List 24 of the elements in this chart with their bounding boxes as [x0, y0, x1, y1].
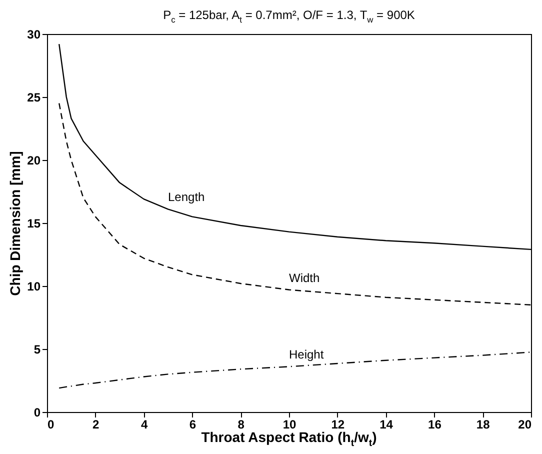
- x-tick-label: 16: [428, 418, 442, 432]
- x-axis-title: Throat Aspect Ratio (h$_{t}$/w$_{t}$): [201, 429, 377, 449]
- series-label: Width: [289, 270, 320, 285]
- y-tick-label: 10: [27, 280, 41, 294]
- chart-title: P$_{c}$ = 125bar, A$_{t}$ = 0.7mm², O/F = 1.3, T$_{w}$ = 900K: [162, 8, 416, 24]
- y-tick-label: 20: [27, 154, 41, 168]
- x-tick-label: 0: [48, 418, 54, 432]
- series-label: Length: [168, 190, 205, 204]
- x-tick-label: 18: [476, 418, 490, 432]
- x-tick-label: 20: [518, 418, 532, 432]
- x-tick-label: 12: [331, 418, 345, 432]
- x-tick-label: 6: [189, 418, 196, 432]
- y-tick-label: 0: [34, 406, 41, 420]
- y-tick-label: 30: [27, 28, 41, 42]
- x-tick-label: 10: [282, 418, 296, 432]
- y-tick-label: 25: [27, 90, 41, 104]
- y-tick-label: 15: [27, 216, 41, 230]
- y-axis-title: Chip Dimension [mm]: [7, 151, 24, 296]
- series-label: Height: [289, 348, 324, 362]
- y-tick-label: 5: [34, 342, 41, 356]
- x-tick-label: 14: [380, 418, 394, 432]
- x-tick-label: 4: [140, 418, 148, 432]
- x-tick-label: 2: [92, 418, 100, 432]
- x-tick-label: 8: [238, 418, 245, 432]
